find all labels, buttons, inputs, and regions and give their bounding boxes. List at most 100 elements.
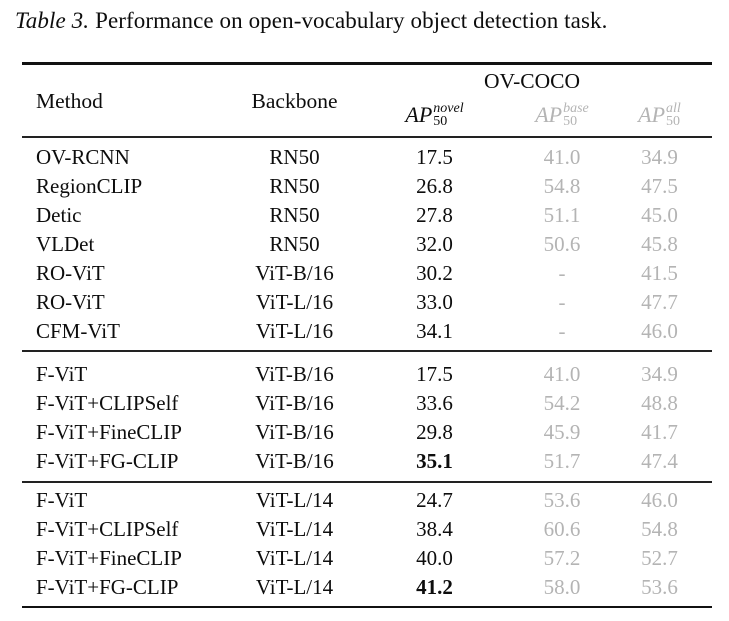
ap-all-cell: 45.0 bbox=[641, 202, 678, 227]
ap-novel-cell-best: 41.2 bbox=[416, 574, 453, 599]
math-superscript: base bbox=[563, 100, 589, 116]
table-header: Method Backbone OV-COCO AP novel 50 AP b… bbox=[22, 65, 712, 136]
section-rule bbox=[22, 480, 712, 483]
ap-all-cell: 41.7 bbox=[641, 419, 678, 444]
ap-base-cell: 41.0 bbox=[543, 361, 581, 386]
table-section-baselines: OV-RCNN RN50 17.5 41.0 34.9 RegionCLIP R… bbox=[22, 138, 712, 350]
table-row: RegionCLIP RN50 26.8 54.8 47.5 bbox=[22, 172, 712, 201]
table-row: F-ViT+CLIPSelf ViT-L/14 38.4 60.6 54.8 bbox=[22, 515, 712, 544]
ap-novel-cell: 32.0 bbox=[416, 231, 453, 256]
ap-novel-cell: 17.5 bbox=[416, 361, 453, 386]
method-cell: RO-ViT bbox=[36, 260, 105, 285]
backbone-cell: ViT-L/14 bbox=[255, 516, 334, 541]
header-rule bbox=[22, 135, 712, 138]
method-cell: RegionCLIP bbox=[36, 173, 143, 198]
table-row: F-ViT+FG-CLIP ViT-L/14 41.2 58.0 53.6 bbox=[22, 573, 712, 602]
bottom-rule bbox=[22, 605, 712, 608]
ap-all-cell: 47.5 bbox=[641, 173, 678, 198]
backbone-cell: ViT-L/14 bbox=[255, 574, 334, 599]
ap-base-cell: 54.8 bbox=[543, 173, 581, 198]
method-cell: CFM-ViT bbox=[36, 318, 120, 343]
method-cell: VLDet bbox=[36, 231, 95, 256]
table-row: F-ViT+FG-CLIP ViT-B/16 35.1 51.7 47.4 bbox=[22, 447, 712, 476]
backbone-cell: ViT-L/16 bbox=[255, 318, 334, 343]
method-cell: OV-RCNN bbox=[36, 144, 130, 169]
ap-novel-cell: 38.4 bbox=[416, 516, 453, 541]
math-ap50-base: AP base 50 bbox=[535, 100, 589, 129]
table-row: F-ViT+CLIPSelf ViT-B/16 33.6 54.2 48.8 bbox=[22, 389, 712, 418]
ap-base-cell: - bbox=[558, 260, 566, 285]
method-cell: F-ViT+CLIPSelf bbox=[36, 390, 179, 415]
ap-novel-cell: 34.1 bbox=[416, 318, 453, 343]
backbone-cell: RN50 bbox=[269, 231, 320, 256]
table-row: RO-ViT ViT-L/16 33.0 - 47.7 bbox=[22, 288, 712, 317]
method-cell: F-ViT+FG-CLIP bbox=[36, 574, 179, 599]
backbone-cell: ViT-L/14 bbox=[255, 545, 334, 570]
math-scripts: all 50 bbox=[666, 100, 681, 128]
math-symbol: AP bbox=[405, 101, 433, 127]
ap-all-cell: 34.9 bbox=[641, 361, 678, 386]
table-row: F-ViT+FineCLIP ViT-B/16 29.8 45.9 41.7 bbox=[22, 418, 712, 447]
ap-base-cell: - bbox=[558, 289, 566, 314]
backbone-cell: ViT-B/16 bbox=[255, 260, 334, 285]
method-cell: RO-ViT bbox=[36, 289, 105, 314]
ap-novel-cell: 33.0 bbox=[416, 289, 453, 314]
column-header-backbone: Backbone bbox=[251, 88, 338, 113]
ap-novel-cell: 29.8 bbox=[416, 419, 453, 444]
ap-all-cell: 48.8 bbox=[641, 390, 678, 415]
math-subscript: 50 bbox=[563, 113, 578, 129]
ap-novel-cell: 33.6 bbox=[416, 390, 453, 415]
section-rule bbox=[22, 349, 712, 352]
ap-novel-cell: 24.7 bbox=[416, 487, 453, 512]
math-superscript: novel bbox=[433, 100, 464, 116]
math-symbol: AP bbox=[535, 101, 563, 127]
column-header-method: Method bbox=[36, 88, 103, 113]
method-cell: F-ViT+CLIPSelf bbox=[36, 516, 179, 541]
ap-novel-cell: 40.0 bbox=[416, 545, 453, 570]
ap-novel-cell: 30.2 bbox=[416, 260, 453, 285]
table-row: RO-ViT ViT-B/16 30.2 - 41.5 bbox=[22, 259, 712, 288]
column-header-ap50-novel: AP novel 50 bbox=[352, 100, 517, 129]
ap-all-cell: 46.0 bbox=[641, 318, 678, 343]
ap-base-cell: 51.1 bbox=[543, 202, 581, 227]
ap-novel-cell: 17.5 bbox=[416, 144, 453, 169]
method-cell: Detic bbox=[36, 202, 82, 227]
ap-base-cell: 51.7 bbox=[543, 448, 581, 473]
table-row: CFM-ViT ViT-L/16 34.1 - 46.0 bbox=[22, 317, 712, 346]
method-cell: F-ViT bbox=[36, 361, 88, 386]
table-row: F-ViT+FineCLIP ViT-L/14 40.0 57.2 52.7 bbox=[22, 544, 712, 573]
ap-base-cell: 58.0 bbox=[543, 574, 581, 599]
ap-all-cell: 34.9 bbox=[641, 144, 678, 169]
column-header-ap50-all: AP all 50 bbox=[607, 100, 712, 128]
table-caption-text: Performance on open-vocabulary object de… bbox=[95, 8, 608, 33]
ap-base-cell: 50.6 bbox=[543, 231, 581, 256]
method-cell: F-ViT+FineCLIP bbox=[36, 419, 182, 444]
table-row: OV-RCNN RN50 17.5 41.0 34.9 bbox=[22, 143, 712, 172]
math-symbol: AP bbox=[638, 101, 666, 127]
ap-base-cell: 60.6 bbox=[543, 516, 581, 541]
ap-novel-cell-best: 35.1 bbox=[416, 448, 453, 473]
ap-base-cell: 41.0 bbox=[543, 144, 581, 169]
math-scripts: novel 50 bbox=[433, 100, 464, 129]
math-subscript: 50 bbox=[433, 113, 448, 129]
ap-base-cell: 54.2 bbox=[543, 390, 581, 415]
ap-base-cell: 45.9 bbox=[543, 419, 581, 444]
backbone-cell: ViT-L/16 bbox=[255, 289, 334, 314]
results-table: Method Backbone OV-COCO AP novel 50 AP b… bbox=[22, 62, 712, 608]
math-superscript: all bbox=[666, 100, 681, 116]
math-ap50-all: AP all 50 bbox=[638, 100, 681, 128]
method-cell: F-ViT+FineCLIP bbox=[36, 545, 182, 570]
ap-all-cell: 41.5 bbox=[641, 260, 678, 285]
math-ap50-novel: AP novel 50 bbox=[405, 100, 464, 129]
backbone-cell: RN50 bbox=[269, 202, 320, 227]
method-cell: F-ViT+FG-CLIP bbox=[36, 448, 179, 473]
ap-all-cell: 47.4 bbox=[641, 448, 678, 473]
table-caption-label: Table 3. bbox=[15, 8, 90, 33]
top-rule bbox=[22, 62, 712, 65]
table-row: VLDet RN50 32.0 50.6 45.8 bbox=[22, 230, 712, 259]
table-section-vit-l14: F-ViT ViT-L/14 24.7 53.6 46.0 F-ViT+CLIP… bbox=[22, 483, 712, 606]
backbone-cell: ViT-B/16 bbox=[255, 448, 334, 473]
ap-novel-cell: 26.8 bbox=[416, 173, 453, 198]
ap-base-cell: 53.6 bbox=[543, 487, 581, 512]
